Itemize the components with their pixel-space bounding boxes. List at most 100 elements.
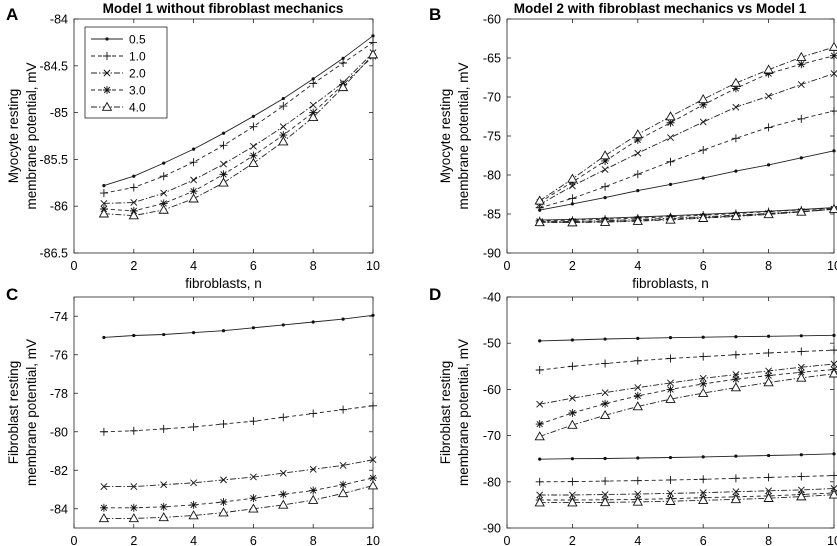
data-point-c-4 (367, 480, 379, 490)
data-point-c-3 (159, 502, 168, 511)
series-line-d-3 (539, 369, 835, 425)
data-point-c-1 (129, 426, 138, 435)
data-point-b-2 (797, 81, 805, 88)
x-tick-label-c: 0 (71, 534, 78, 546)
series-line-d-8 (539, 492, 835, 501)
data-point-d-5 (832, 452, 836, 456)
data-point-d-6 (666, 475, 675, 484)
data-point-c-2 (220, 476, 227, 484)
x-tick-label-c: 2 (130, 534, 137, 546)
y-tick-label-b: -60 (483, 13, 501, 27)
data-point-c-3 (99, 503, 108, 512)
y-tick-label-b: -90 (483, 247, 501, 261)
data-point-c-1 (189, 422, 198, 431)
data-point-a-1 (279, 102, 288, 111)
data-point-a-1 (309, 79, 318, 88)
data-point-a-1 (129, 183, 138, 192)
data-point-c-2 (369, 456, 377, 464)
data-point-d-7 (568, 491, 576, 499)
series-line-c-0 (103, 314, 374, 338)
data-point-d-9 (632, 496, 643, 506)
data-point-a-4 (337, 82, 349, 92)
data-point-d-5 (767, 453, 771, 458)
y-tick-label-c: -84 (50, 502, 68, 516)
y-tick-label-c: -80 (50, 425, 68, 439)
data-point-d-5 (603, 456, 607, 461)
data-point-a-2 (279, 123, 287, 131)
y-tick-label-a: -84 (50, 13, 68, 27)
data-point-b-9 (796, 206, 807, 216)
series-line-d-9 (539, 494, 835, 504)
x-tick-label-a: 10 (366, 259, 380, 273)
data-point-d-7 (601, 491, 609, 498)
y-axis-label-d: membrane potential, mV (456, 339, 471, 486)
legend-marker-1 (103, 52, 111, 60)
data-point-d-5 (668, 455, 673, 460)
data-point-a-1 (189, 158, 198, 167)
panel-d: D0246810-90-80-70-60-50-40fibroblasts, n… (429, 285, 837, 546)
data-point-b-2 (667, 134, 674, 141)
series-line-a-0 (103, 35, 374, 187)
data-point-a-3 (279, 131, 288, 140)
data-point-b-9 (632, 215, 643, 225)
data-point-d-6 (699, 475, 708, 484)
data-point-b-0 (636, 189, 640, 193)
legend-marker-3 (103, 86, 111, 94)
data-point-b-1 (633, 170, 642, 179)
data-point-d-7 (634, 490, 642, 498)
data-point-d-0 (668, 336, 673, 340)
data-point-b-4 (763, 64, 774, 74)
x-tick-label-a: 4 (190, 259, 197, 273)
data-point-d-6 (568, 477, 577, 486)
data-point-b-3 (830, 51, 837, 60)
data-point-d-0 (832, 333, 836, 337)
series-line-b-9 (539, 208, 835, 224)
data-point-c-2 (339, 461, 347, 469)
data-point-d-9 (730, 494, 742, 504)
data-point-c-4 (188, 510, 199, 520)
panel-b: B Model 2 with fibroblast mechanics vs Mo… (429, 1, 837, 291)
y-axis-label-d: Fibroblast resting (438, 361, 453, 465)
data-point-d-7 (699, 489, 707, 497)
data-point-d-7 (536, 491, 544, 499)
data-point-c-0 (221, 329, 226, 333)
x-tick-label-d: 0 (504, 534, 511, 546)
series-line-b-0 (539, 150, 835, 211)
data-point-b-1 (797, 114, 806, 123)
data-point-b-0 (832, 149, 836, 153)
data-point-a-1 (369, 38, 377, 47)
data-point-a-3 (189, 187, 198, 196)
data-point-a-0 (341, 56, 345, 60)
data-point-d-1 (764, 348, 773, 357)
y-tick-label-d: -40 (483, 291, 501, 305)
data-point-a-2 (249, 142, 257, 150)
panel-a: A Model 1 without fibroblast mechanics 0 2 4… (6, 1, 380, 291)
data-point-a-2 (309, 101, 317, 109)
data-point-c-2 (249, 473, 257, 481)
data-point-a-4 (188, 193, 199, 203)
data-point-d-9 (567, 497, 578, 507)
data-point-d-4 (665, 393, 676, 403)
data-point-d-1 (666, 354, 675, 363)
y-tick-label-b: -65 (483, 52, 501, 66)
data-point-a-0 (371, 34, 375, 38)
series-line-c-3 (103, 477, 374, 509)
series-line-d-6 (539, 475, 835, 483)
data-point-d-4 (599, 409, 611, 420)
data-point-c-4 (278, 499, 289, 509)
data-point-d-4 (796, 372, 807, 382)
series-line-b-3 (539, 55, 835, 203)
data-point-d-2 (830, 360, 837, 368)
y-tick-label-d: -60 (483, 383, 501, 397)
data-point-a-0 (311, 77, 315, 81)
data-point-d-0 (538, 339, 542, 343)
chart-title-a: Model 1 without fibroblast mechanics (103, 1, 344, 16)
y-axis-label-b: Myocyte resting (438, 89, 453, 184)
data-point-a-4 (128, 210, 139, 220)
data-point-c-4 (98, 513, 110, 523)
axes-box-d (506, 296, 835, 529)
data-point-d-7 (667, 489, 674, 497)
data-point-b-3 (731, 84, 740, 93)
data-point-b-9 (828, 203, 837, 213)
y-tick-label-a: -85.5 (40, 153, 69, 167)
